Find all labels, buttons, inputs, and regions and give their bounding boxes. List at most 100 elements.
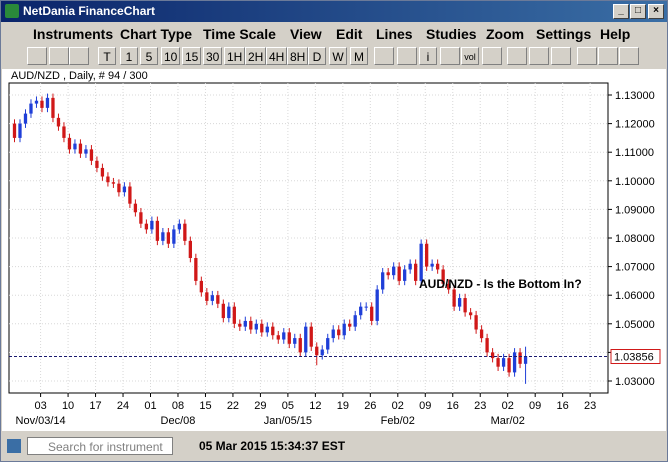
toolbar-button[interactable]: 5 (140, 47, 158, 65)
toolbar-icon-button[interactable] (27, 47, 47, 65)
candle-body (359, 306, 363, 316)
toolbar-button[interactable]: 8H (287, 47, 309, 65)
chart: AUD/NZD , Daily, # 94 / 300 1.030001.040… (8, 70, 661, 427)
toolbar-button[interactable]: i (419, 47, 437, 65)
candle-body (177, 223, 182, 230)
candle-body (320, 349, 324, 356)
toolbar-button[interactable]: 2H (245, 47, 267, 65)
y-tick-label: 1.12000 (615, 119, 655, 131)
x-tick-label: 24 (117, 400, 129, 412)
x-tick-label: 09 (419, 400, 431, 412)
toolbar-button[interactable]: 10 (161, 47, 181, 65)
candle-body (304, 326, 308, 353)
x-tick-label: 15 (199, 400, 211, 412)
y-tick-label: 1.05000 (615, 319, 655, 331)
menu-item[interactable]: Help (600, 26, 631, 42)
x-tick-label: 05 (282, 400, 294, 412)
candle-body (523, 356, 528, 364)
candle-body (370, 306, 374, 321)
toolbar-button[interactable]: M (350, 47, 368, 65)
x-tick-label: 02 (502, 400, 514, 412)
menu-item[interactable]: Settings (536, 26, 592, 42)
candle-body (309, 326, 313, 347)
toolbar-icon-button[interactable] (69, 47, 89, 65)
month-label: Nov/03/14 (16, 415, 66, 427)
candle-body (408, 263, 412, 270)
candle-body (40, 100, 44, 108)
menu-item[interactable]: Studies (426, 26, 477, 42)
candle-body (199, 280, 203, 293)
candle-body (353, 315, 357, 327)
candle-body (507, 358, 511, 373)
maximize-button[interactable]: □ (630, 4, 646, 19)
toolbar-icon-button[interactable] (529, 47, 549, 65)
plot-area (8, 82, 609, 394)
candle-body (381, 272, 385, 290)
candle-body (287, 332, 291, 344)
menu-item[interactable]: Instruments (33, 26, 114, 42)
y-tick-label: 1.07000 (615, 262, 655, 274)
month-label: Feb/02 (381, 415, 415, 427)
candle-body (128, 186, 132, 204)
toolbar-button[interactable]: D (308, 47, 326, 65)
toolbar-button[interactable]: 30 (203, 47, 223, 65)
close-button[interactable]: × (648, 4, 664, 19)
menu-item[interactable]: Edit (336, 26, 363, 42)
candle-body (496, 358, 500, 367)
toolbar-icon-button[interactable] (397, 47, 417, 65)
menu-item[interactable]: View (290, 26, 322, 42)
y-tick-label: 1.09000 (615, 204, 655, 216)
toolbar-button[interactable]: vol (461, 47, 479, 65)
toolbar-icon-button[interactable] (577, 47, 597, 65)
minimize-button[interactable]: _ (613, 4, 629, 19)
toolbar-button[interactable]: W (329, 47, 347, 65)
candle-body (342, 323, 346, 336)
x-tick-label: 09 (529, 400, 541, 412)
menu-item[interactable]: Zoom (486, 26, 525, 42)
toolbar-icon-button[interactable] (551, 47, 571, 65)
candle-body (172, 229, 176, 244)
candle-body (468, 312, 473, 316)
toolbar-icon-button[interactable] (482, 47, 502, 65)
toolbar-icon-button[interactable] (619, 47, 639, 65)
candle-body (95, 160, 99, 168)
toolbar-button[interactable]: 4H (266, 47, 288, 65)
candle-body (249, 320, 253, 330)
y-tick-label: 1.10000 (615, 176, 655, 188)
candle-body (18, 123, 22, 138)
candle-body (254, 323, 258, 330)
candle-body (238, 323, 242, 327)
candle-body (463, 298, 467, 313)
toolbar-icon-button[interactable] (49, 47, 69, 65)
toolbar-button[interactable]: 15 (182, 47, 202, 65)
toolbar-button[interactable]: 1H (224, 47, 246, 65)
candle-body (45, 97, 50, 108)
window-title: NetDania FinanceChart (23, 4, 156, 18)
toolbar-icon-button[interactable] (598, 47, 618, 65)
x-tick-label: 17 (89, 400, 101, 412)
candle-body (188, 240, 192, 259)
candle-body (67, 137, 72, 150)
candle-body (56, 117, 61, 127)
candle-body (331, 329, 335, 339)
toolbar-icon-button[interactable] (507, 47, 527, 65)
candle-body (89, 149, 94, 161)
y-tick-label: 1.08000 (615, 233, 655, 245)
candle-body (414, 263, 418, 281)
toolbar-icon-button[interactable] (374, 47, 394, 65)
chart-panel: AUD/NZD , Daily, # 94 / 300 1.030001.040… (2, 69, 666, 431)
x-tick-label: 23 (584, 400, 596, 412)
candle-body (293, 338, 297, 344)
toolbar-button[interactable]: 1 (120, 47, 138, 65)
menu-item[interactable]: Time Scale (203, 26, 276, 42)
menu-item[interactable]: Lines (376, 26, 413, 42)
candle-body (490, 352, 495, 359)
menu-item[interactable]: Chart Type (120, 26, 193, 42)
candle-body (298, 338, 302, 353)
toolbar-icon-button[interactable] (440, 47, 460, 65)
toolbar-button[interactable]: T (98, 47, 116, 65)
search-input[interactable]: Search for instrument (27, 437, 173, 455)
candle-body (441, 269, 445, 284)
candle-body (51, 97, 55, 118)
